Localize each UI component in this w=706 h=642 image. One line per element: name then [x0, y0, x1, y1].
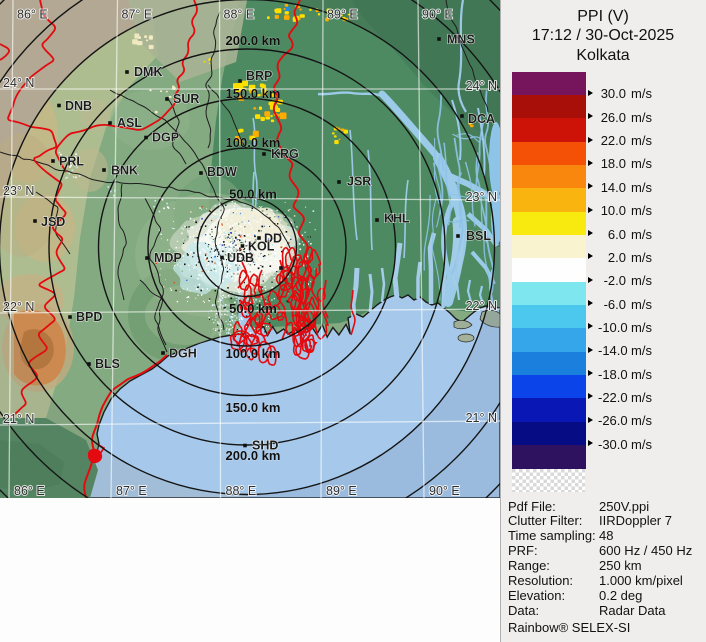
svg-text:89° E: 89° E	[327, 8, 358, 22]
svg-text:24° N: 24° N	[466, 79, 497, 93]
svg-text:DNB: DNB	[65, 99, 92, 113]
svg-text:87° E: 87° E	[116, 484, 147, 498]
svg-text:DCA: DCA	[468, 112, 495, 126]
svg-text:DD: DD	[264, 232, 282, 246]
svg-text:90° E: 90° E	[422, 8, 453, 22]
svg-text:DGP: DGP	[152, 131, 179, 145]
svg-text:BLS: BLS	[95, 357, 120, 371]
svg-text:50.0 km: 50.0 km	[229, 301, 277, 316]
svg-text:24° N: 24° N	[3, 76, 34, 90]
svg-text:86° E: 86° E	[17, 8, 48, 22]
svg-text:22° N: 22° N	[466, 299, 497, 313]
svg-text:BSL: BSL	[466, 229, 491, 243]
svg-text:JSD: JSD	[41, 215, 65, 229]
svg-text:KRG: KRG	[271, 147, 299, 161]
svg-text:23° N: 23° N	[3, 184, 34, 198]
svg-text:86° E: 86° E	[14, 484, 45, 498]
svg-text:UDB: UDB	[227, 251, 254, 265]
svg-text:23° N: 23° N	[466, 190, 497, 204]
svg-text:SHD: SHD	[252, 439, 278, 453]
svg-text:21° N: 21° N	[3, 412, 34, 426]
svg-text:100.0 km: 100.0 km	[226, 346, 281, 361]
svg-text:88° E: 88° E	[224, 8, 255, 22]
svg-text:DMK: DMK	[134, 65, 162, 79]
svg-text:21° N: 21° N	[466, 411, 497, 425]
svg-text:22° N: 22° N	[3, 300, 34, 314]
svg-text:BDW: BDW	[207, 165, 237, 179]
svg-text:50.0 km: 50.0 km	[229, 187, 277, 202]
svg-text:KHL: KHL	[384, 212, 410, 226]
svg-text:BPD: BPD	[76, 310, 102, 324]
svg-text:200.0 km: 200.0 km	[226, 448, 281, 463]
svg-text:ASL: ASL	[117, 116, 142, 130]
svg-text:KOL: KOL	[248, 240, 275, 254]
svg-text:90° E: 90° E	[429, 484, 460, 498]
svg-text:DGH: DGH	[169, 347, 197, 361]
svg-text:BNK: BNK	[111, 164, 138, 178]
svg-text:150.0 km: 150.0 km	[226, 86, 281, 101]
svg-text:SUR: SUR	[173, 92, 199, 106]
svg-text:MNS: MNS	[447, 33, 475, 47]
svg-text:BRP: BRP	[246, 69, 272, 83]
svg-text:MDP: MDP	[154, 251, 182, 265]
svg-text:87° E: 87° E	[122, 8, 153, 22]
svg-text:200.0 km: 200.0 km	[226, 33, 281, 48]
svg-text:100.0 km: 100.0 km	[226, 135, 281, 150]
svg-text:PRL: PRL	[59, 155, 84, 169]
svg-text:150.0 km: 150.0 km	[226, 400, 281, 415]
svg-text:89° E: 89° E	[326, 484, 357, 498]
svg-text:JSR: JSR	[347, 175, 371, 189]
svg-text:88° E: 88° E	[226, 484, 257, 498]
